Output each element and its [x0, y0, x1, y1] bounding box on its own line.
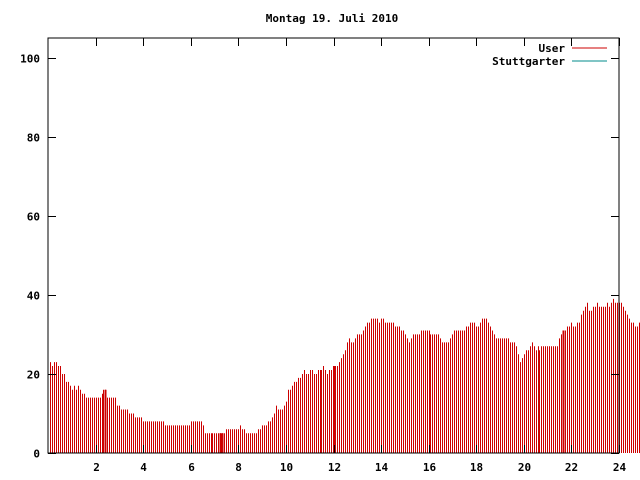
plot-frame	[47, 37, 620, 454]
legend: User Stuttgarter	[492, 42, 607, 68]
y-tick-label: 80	[27, 132, 40, 145]
y-tick-label: 40	[27, 290, 40, 303]
x-tick-label: 8	[235, 461, 242, 474]
x-tick-label: 24	[613, 461, 627, 474]
legend-label-stuttgarter: Stuttgarter	[492, 55, 565, 68]
y-tick-label: 20	[27, 369, 40, 382]
x-tick-label: 2	[93, 461, 100, 474]
y-tick-label: 0	[33, 448, 40, 461]
x-tick-label: 18	[470, 461, 483, 474]
y-tick-label: 100	[20, 53, 40, 66]
x-tick-label: 4	[140, 461, 147, 474]
y-axis: 0 20 40 60 80 100	[20, 53, 619, 461]
x-tick-label: 6	[188, 461, 195, 474]
x-tick-label: 14	[375, 461, 389, 474]
bars-layer	[50, 298, 640, 453]
x-tick-label: 22	[565, 461, 578, 474]
x-tick-label: 16	[423, 461, 437, 474]
x-tick-label: 20	[518, 461, 531, 474]
legend-label-user: User	[539, 42, 566, 55]
y-tick-label: 60	[27, 211, 40, 224]
x-tick-label: 12	[328, 461, 341, 474]
x-tick-label: 10	[280, 461, 293, 474]
chart-title: Montag 19. Juli 2010	[266, 12, 398, 25]
x-axis: 2 4 6 8 10 12 14 16 18 20 22 24	[93, 38, 626, 474]
